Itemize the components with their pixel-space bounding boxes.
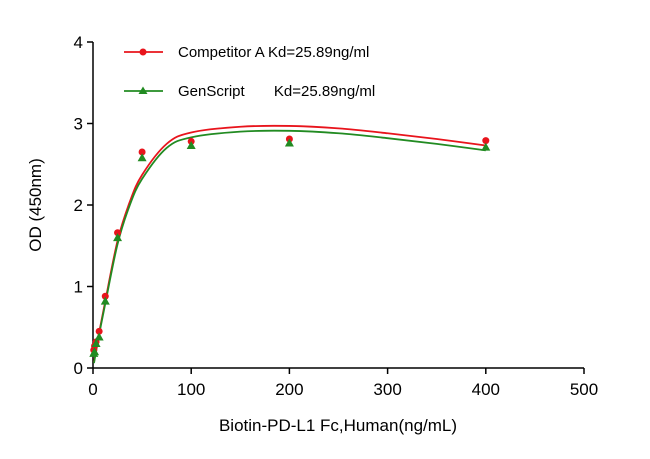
x-tick-label: 0 (88, 380, 97, 399)
legend-item-competitor-a: Competitor A Kd=25.89ng/ml (124, 44, 369, 61)
data-point-competitor-a (95, 327, 103, 335)
y-tick-label: 0 (74, 359, 83, 378)
data-point-genscript (284, 138, 294, 147)
data-point-genscript (113, 233, 123, 242)
data-point-genscript (90, 347, 100, 356)
y-tick-label: 2 (74, 196, 83, 215)
data-point-genscript (94, 332, 104, 341)
ticks: 0 100 200 300 400 500 0 1 2 3 4 (74, 33, 599, 399)
data-point-genscript (481, 142, 491, 151)
y-tick-label: 1 (74, 278, 83, 297)
data-point-genscript (100, 296, 110, 305)
data-point-genscript (186, 141, 196, 150)
legend: Competitor A Kd=25.89ng/ml GenScript Kd=… (124, 44, 375, 100)
data-point-genscript (91, 339, 101, 348)
data-point-competitor-a (114, 229, 122, 237)
x-tick-label: 500 (570, 380, 598, 399)
data-point-competitor-a (101, 292, 109, 300)
x-tick-label: 400 (472, 380, 500, 399)
legend-item-genscript: GenScript Kd=25.89ng/ml (124, 83, 375, 100)
y-tick-label: 4 (74, 33, 83, 52)
y-axis-title: OD (450nm) (26, 158, 45, 252)
x-tick-label: 100 (177, 380, 205, 399)
fit-curve-competitor-a (93, 124, 486, 363)
data-point-competitor-a (138, 148, 146, 156)
data-point-genscript (137, 153, 147, 162)
legend-label-genscript: GenScript Kd=25.89ng/ml (178, 83, 375, 100)
y-tick-label: 3 (74, 115, 83, 134)
fit-curves (93, 124, 486, 364)
x-axis-title: Biotin-PD-L1 Fc,Human(ng/mL) (219, 416, 457, 435)
legend-marker-genscript (138, 86, 148, 94)
legend-marker-competitor-a (139, 48, 147, 56)
legend-label-competitor-a: Competitor A Kd=25.89ng/ml (178, 44, 369, 61)
x-tick-label: 300 (373, 380, 401, 399)
data-markers (89, 135, 491, 357)
fit-curve-genscript (93, 129, 486, 364)
data-point-competitor-a (482, 137, 490, 145)
x-tick-label: 200 (275, 380, 303, 399)
